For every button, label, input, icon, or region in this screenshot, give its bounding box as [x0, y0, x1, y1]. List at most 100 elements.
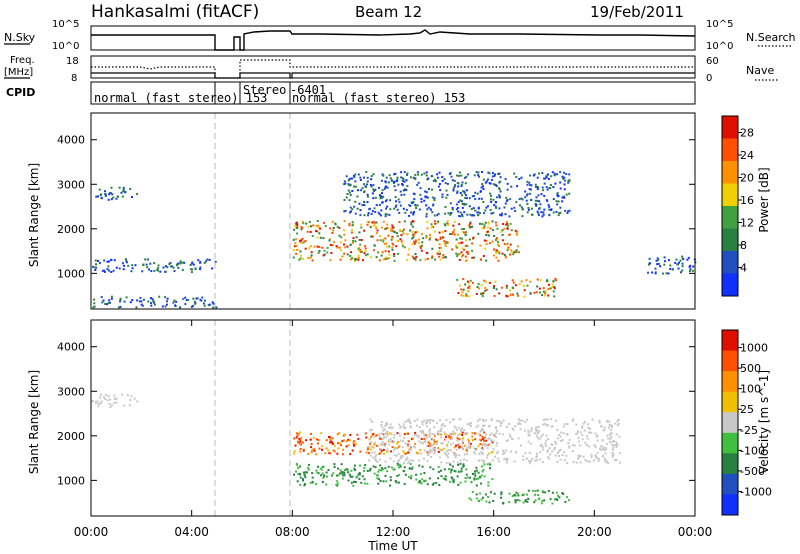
heatmap-cell — [596, 434, 599, 437]
nave-label: Nave — [746, 64, 774, 77]
heatmap-cell — [525, 279, 528, 282]
heatmap-cell — [429, 444, 432, 447]
nsearch-tick-top: 10^5 — [706, 19, 733, 30]
heatmap-cell — [444, 212, 447, 215]
heatmap-cell — [593, 444, 596, 447]
heatmap-cell — [582, 422, 585, 425]
heatmap-cell — [318, 246, 321, 248]
heatmap-cell — [366, 448, 369, 451]
heatmap-cell — [375, 256, 378, 259]
heatmap-cell — [406, 456, 409, 459]
heatmap-cell — [122, 190, 125, 193]
heatmap-cell — [488, 462, 491, 464]
heatmap-cell — [489, 434, 491, 437]
heatmap-cell — [109, 301, 111, 304]
heatmap-cell — [579, 431, 582, 434]
heatmap-cell — [678, 261, 680, 264]
heatmap-cell — [498, 245, 500, 247]
heatmap-cell — [420, 249, 423, 252]
heatmap-cell — [425, 191, 428, 194]
heatmap-cell — [473, 478, 476, 481]
heatmap-cell — [565, 454, 568, 457]
heatmap-cell — [373, 207, 376, 210]
heatmap-cell — [363, 478, 366, 481]
heatmap-cell — [350, 257, 353, 260]
heatmap-cell — [482, 185, 484, 188]
heatmap-cell — [295, 470, 297, 473]
heatmap-cell — [402, 426, 405, 428]
heatmap-cell — [108, 299, 111, 302]
heatmap-cell — [467, 290, 470, 293]
heatmap-cell — [473, 451, 475, 454]
heatmap-cell — [457, 483, 460, 486]
heatmap-cell — [406, 259, 409, 261]
heatmap-cell — [420, 173, 423, 176]
heatmap-cell — [366, 183, 369, 186]
heatmap-cell — [434, 178, 436, 181]
heatmap-cell — [554, 182, 557, 185]
heatmap-cell — [397, 183, 400, 186]
heatmap-cell — [549, 498, 552, 501]
heatmap-cell — [215, 306, 218, 309]
heatmap-cell — [357, 473, 360, 476]
heatmap-cell — [462, 463, 465, 466]
heatmap-cell — [382, 195, 385, 198]
heatmap-cell — [468, 445, 470, 448]
heatmap-cell — [437, 220, 440, 223]
heatmap-cell — [572, 418, 575, 421]
heatmap-cell — [406, 445, 409, 448]
heatmap-cell — [406, 173, 408, 176]
heatmap-cell — [425, 171, 428, 174]
heatmap-cell — [495, 238, 497, 241]
heatmap-cell — [651, 271, 654, 274]
heatmap-cell — [517, 294, 520, 297]
heatmap-cell — [331, 437, 334, 440]
heatmap-cell — [348, 191, 351, 194]
heatmap-cell — [527, 489, 530, 492]
heatmap-cell — [426, 436, 429, 439]
heatmap-cell — [547, 287, 550, 290]
heatmap-cell — [468, 285, 471, 288]
heatmap-cell — [478, 197, 481, 200]
heatmap-cell — [385, 421, 388, 424]
heatmap-cell — [434, 180, 437, 183]
heatmap-cell — [440, 469, 442, 472]
heatmap-cell — [509, 289, 511, 292]
heatmap-cell — [535, 196, 538, 199]
heatmap-cell — [368, 452, 370, 455]
heatmap-cell — [396, 442, 399, 445]
heatmap-cell — [414, 231, 417, 234]
heatmap-cell — [346, 468, 349, 471]
heatmap-cell — [536, 188, 539, 190]
heatmap-cell — [401, 243, 404, 246]
heatmap-cell — [446, 434, 448, 436]
heatmap-cell — [414, 241, 417, 244]
heatmap-cell — [401, 245, 404, 248]
heatmap-cell — [465, 175, 468, 178]
heatmap-cell — [553, 173, 556, 176]
heatmap-cell — [309, 481, 312, 484]
heatmap-cell — [527, 206, 530, 209]
heatmap-cell — [307, 466, 310, 469]
heatmap-cell — [552, 280, 555, 283]
heatmap-cell — [538, 287, 541, 290]
heatmap-cell — [356, 433, 359, 436]
heatmap-cell — [399, 465, 402, 468]
heatmap-cell — [509, 253, 512, 256]
heatmap-cell — [401, 230, 404, 233]
heatmap-cell — [303, 474, 306, 477]
heatmap-cell — [559, 439, 562, 442]
heatmap-cell — [505, 294, 507, 297]
heatmap-cell — [332, 229, 335, 232]
heatmap-cell — [440, 427, 443, 430]
heatmap-cell — [372, 456, 375, 459]
heatmap-cell — [450, 211, 453, 214]
heatmap-cell — [388, 245, 391, 248]
heatmap-cell — [397, 198, 400, 201]
heatmap-cell — [357, 254, 360, 257]
heatmap-cell — [193, 300, 196, 303]
heatmap-cell — [381, 173, 384, 176]
heatmap-cell — [594, 432, 597, 435]
heatmap-cell — [326, 475, 329, 478]
heatmap-cell — [596, 456, 599, 459]
